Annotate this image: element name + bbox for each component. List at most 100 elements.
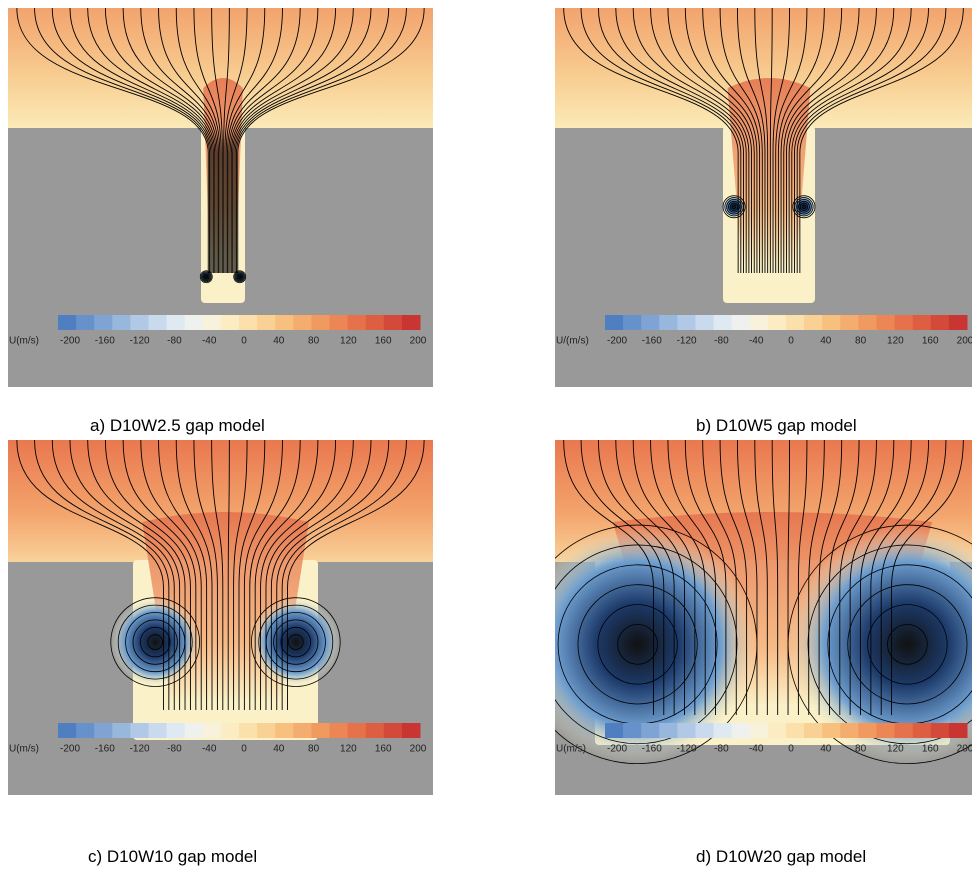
colorbar-label: U(m/s): [556, 744, 586, 755]
colorbar-segment: [402, 723, 421, 738]
colorbar-segment: [804, 723, 823, 738]
colorbar-tick-label: -40: [749, 336, 764, 347]
colorbar-tick-label: 120: [887, 744, 904, 755]
colorbar-tick-label: -80: [167, 336, 182, 347]
colorbar-segment: [257, 723, 276, 738]
colorbar-segment: [659, 723, 678, 738]
colorbar-tick-label: -80: [714, 336, 729, 347]
colorbar-segment: [858, 315, 877, 330]
colorbar-segment: [239, 723, 258, 738]
colorbar-segment: [931, 315, 950, 330]
colorbar-segment: [696, 315, 715, 330]
colorbar-segment: [895, 723, 914, 738]
colorbar-segment: [641, 315, 660, 330]
colorbar-tick-label: 80: [308, 336, 320, 347]
colorbar-segment: [76, 723, 95, 738]
colorbar-segment: [330, 723, 349, 738]
colorbar-segment: [293, 723, 312, 738]
colorbar-tick-label: -160: [95, 336, 115, 347]
colorbar-segment: [786, 315, 805, 330]
caption: c) D10W10 gap model: [88, 847, 257, 867]
colorbar-tick-label: 80: [308, 744, 320, 755]
colorbar-segment: [311, 723, 330, 738]
colorbar-segment: [167, 315, 186, 330]
colorbar-segment: [605, 723, 624, 738]
colorbar-tick-label: 40: [820, 744, 832, 755]
colorbar-segment: [714, 723, 733, 738]
colorbar-segment: [58, 723, 77, 738]
colorbar-segment: [221, 723, 240, 738]
colorbar-segment: [112, 315, 131, 330]
colorbar-segment: [659, 315, 678, 330]
colorbar-segment: [112, 723, 131, 738]
figure-canvas: U(m/s) -200 -160 -120 -80 -40 0 40 80 120 160 200 U/…: [0, 0, 972, 873]
colorbar-segment: [348, 315, 367, 330]
colorbar-segment: [822, 723, 841, 738]
colorbar-segment: [840, 723, 859, 738]
colorbar-tick-label: -200: [607, 744, 627, 755]
colorbar-tick-label: 0: [241, 336, 247, 347]
colorbar-tick-label: 200: [957, 744, 972, 755]
panel: U(m/s)-200-160-120-80-4004080120160200: [8, 8, 433, 387]
colorbar-segment: [677, 723, 696, 738]
colorbar-segment: [275, 723, 294, 738]
colorbar-label: U(m/s): [9, 744, 39, 755]
colorbar-segment: [732, 723, 751, 738]
colorbar-segment: [402, 315, 421, 330]
colorbar-segment: [203, 723, 222, 738]
colorbar-segment: [203, 315, 222, 330]
colorbar-segment: [858, 723, 877, 738]
colorbar-tick-label: -40: [202, 744, 217, 755]
colorbar-segment: [750, 315, 769, 330]
colorbar-tick-label: -120: [130, 744, 150, 755]
colorbar-segment: [330, 315, 349, 330]
colorbar-tick-label: 40: [273, 744, 285, 755]
colorbar-label: U/(m/s): [556, 336, 589, 347]
colorbar-segment: [348, 723, 367, 738]
colorbar-segment: [895, 315, 914, 330]
colorbar-tick-label: -40: [202, 336, 217, 347]
colorbar-tick-label: -160: [95, 744, 115, 755]
caption: a) D10W2.5 gap model: [90, 416, 265, 436]
colorbar-tick-label: -40: [749, 744, 764, 755]
colorbar-segment: [877, 315, 896, 330]
colorbar-segment: [913, 315, 932, 330]
colorbar-tick-label: 0: [241, 744, 247, 755]
colorbar-tick-label: 40: [273, 336, 285, 347]
colorbar-segment: [840, 315, 859, 330]
colorbar-segment: [786, 723, 805, 738]
colorbar-tick-label: 80: [855, 744, 867, 755]
vortex: [251, 598, 340, 687]
colorbar-tick-label: -120: [130, 336, 150, 347]
colorbar-tick-label: 160: [375, 744, 392, 755]
colorbar-segment: [677, 315, 696, 330]
colorbar-segment: [641, 723, 660, 738]
colorbar-segment: [732, 315, 751, 330]
colorbar-tick-label: -160: [642, 744, 662, 755]
colorbar-tick-label: 120: [887, 336, 904, 347]
colorbar-segment: [94, 315, 113, 330]
colorbar-tick-label: -120: [677, 336, 697, 347]
colorbar-segment: [311, 315, 330, 330]
colorbar-segment: [384, 315, 403, 330]
colorbar-segment: [58, 315, 77, 330]
figure: U(m/s) -200 -160 -120 -80 -40 0 40 80 120 160 200 U/…: [0, 0, 972, 873]
colorbar-segment: [804, 315, 823, 330]
colorbar-segment: [384, 723, 403, 738]
colorbar-segment: [913, 723, 932, 738]
colorbar-tick-label: -80: [167, 744, 182, 755]
colorbar-tick-label: -80: [714, 744, 729, 755]
colorbar-tick-label: -120: [677, 744, 697, 755]
colorbar-tick-label: 0: [788, 744, 794, 755]
colorbar-tick-label: 120: [340, 744, 357, 755]
colorbar-tick-label: 200: [410, 336, 427, 347]
colorbar-segment: [623, 723, 642, 738]
colorbar-segment: [149, 315, 168, 330]
colorbar-segment: [293, 315, 312, 330]
colorbar-segment: [185, 723, 204, 738]
colorbar-segment: [185, 315, 204, 330]
colorbar-segment: [130, 723, 149, 738]
colorbar-segment: [94, 723, 113, 738]
colorbar-segment: [130, 315, 149, 330]
